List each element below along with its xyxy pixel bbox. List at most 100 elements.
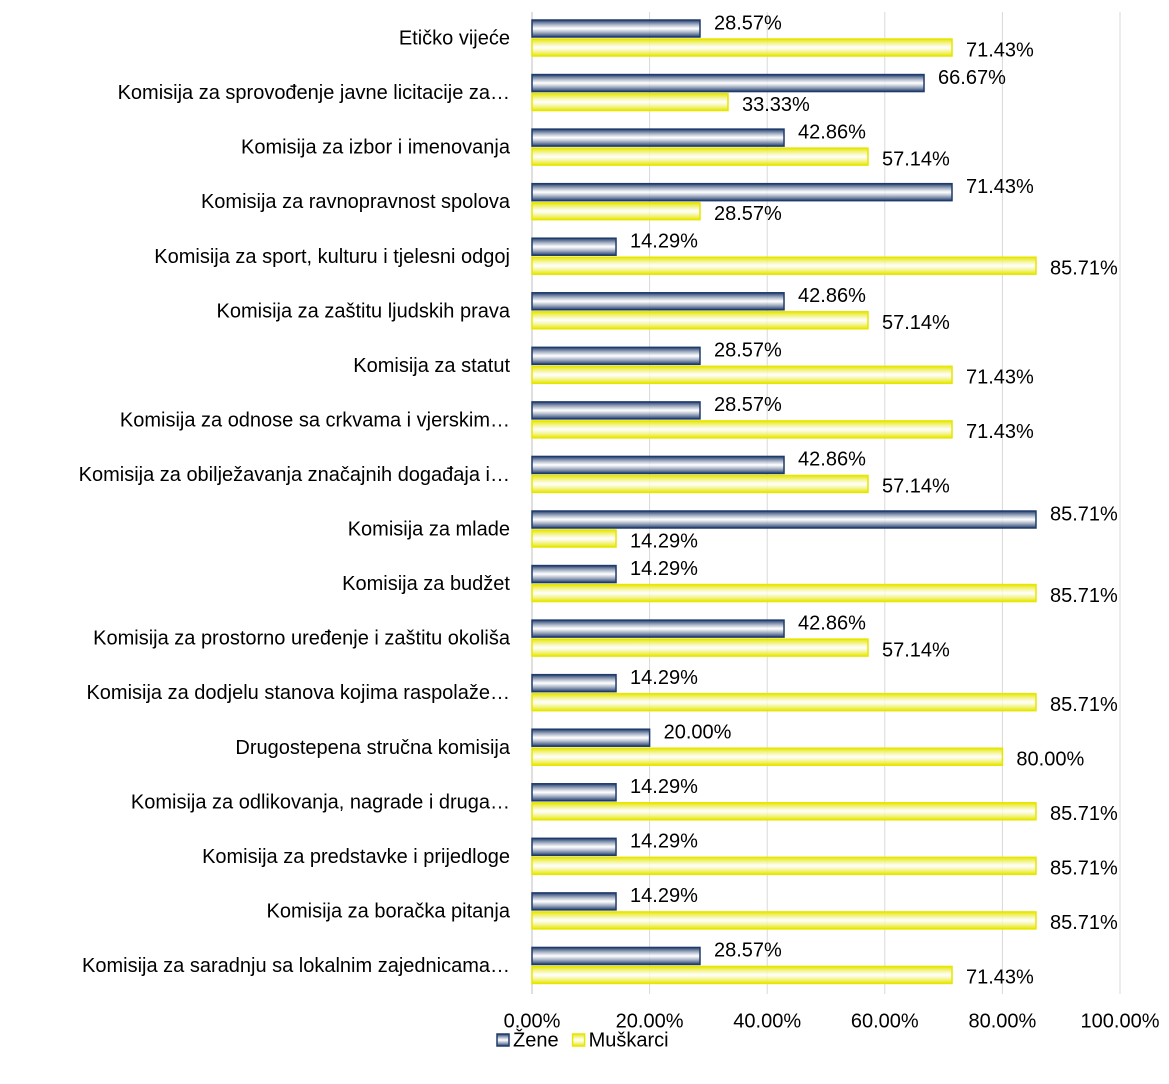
bar <box>531 73 925 93</box>
bar <box>531 783 617 802</box>
legend-swatch <box>571 1033 586 1047</box>
y-tick-label: Komisija za mlade <box>348 519 510 541</box>
bar <box>531 510 1037 529</box>
bar <box>531 911 1037 930</box>
value-label: 20.00% <box>664 722 732 744</box>
y-tick-label: Drugostepena stručna komisija <box>235 737 510 759</box>
value-label: 14.29% <box>630 530 698 552</box>
value-label: 85.71% <box>1050 858 1118 880</box>
y-tick-label: Komisija za sprovođenje javne licitacije… <box>118 82 510 104</box>
bar <box>531 837 617 857</box>
value-label: 85.71% <box>1050 258 1118 280</box>
bar <box>531 237 617 256</box>
value-label: 71.43% <box>966 367 1034 389</box>
bar <box>531 292 785 311</box>
value-label: 71.43% <box>966 39 1034 61</box>
value-label: 57.14% <box>882 312 950 334</box>
value-label: 14.29% <box>630 558 698 580</box>
y-tick-label: Komisija za dodjelu stanova kojima raspo… <box>86 682 510 704</box>
y-tick-label: Etičko vijeće <box>399 28 510 50</box>
bar <box>531 728 651 747</box>
value-label: 14.29% <box>630 776 698 798</box>
bar <box>531 856 1037 876</box>
y-tick-label: Komisija za statut <box>353 355 510 377</box>
bar <box>531 802 1037 821</box>
bar <box>531 19 701 38</box>
value-label: 71.43% <box>966 967 1034 989</box>
bar <box>531 946 701 966</box>
bar <box>531 201 701 221</box>
legend-swatch <box>496 1033 510 1047</box>
y-tick-label: Komisija za predstavke i prijedloge <box>202 846 510 868</box>
bar <box>531 455 785 475</box>
value-label: 14.29% <box>630 831 698 853</box>
value-label: 71.43% <box>966 176 1034 198</box>
value-label: 28.57% <box>714 940 782 962</box>
bar <box>531 182 953 202</box>
bar <box>531 256 1037 275</box>
legend-label: Muškarci <box>589 1029 669 1051</box>
y-tick-label: Komisija za sport, kulturu i tjelesni od… <box>154 246 510 268</box>
x-tick-label: 80.00% <box>968 1010 1036 1032</box>
value-label: 14.29% <box>630 885 698 907</box>
x-tick-label: 40.00% <box>733 1010 801 1032</box>
value-label: 57.14% <box>882 639 950 661</box>
x-tick-label: 100.00% <box>1081 1010 1160 1032</box>
value-label: 85.71% <box>1050 803 1118 825</box>
y-tick-label: Komisija za boračka pitanja <box>267 900 511 922</box>
bar <box>531 420 953 439</box>
value-label: 42.86% <box>798 121 866 143</box>
value-label: 80.00% <box>1016 749 1084 771</box>
y-tick-label: Komisija za izbor i imenovanja <box>241 137 511 159</box>
bar <box>531 311 869 330</box>
y-tick-label: Komisija za ravnopravnost spolova <box>201 191 511 213</box>
bar <box>531 92 729 112</box>
bar <box>531 965 953 985</box>
value-label: 33.33% <box>742 94 810 116</box>
value-label: 85.71% <box>1050 503 1118 525</box>
value-label: 66.67% <box>938 67 1006 89</box>
x-tick-label: 0.00% <box>504 1010 561 1032</box>
y-tick-label: Komisija za odlikovanja, nagrade i druga… <box>131 791 510 813</box>
bar <box>531 692 1037 712</box>
y-tick-label: Komisija za zaštitu ljudskih prava <box>217 300 511 322</box>
bar <box>531 564 617 584</box>
bar <box>531 638 869 657</box>
bar <box>531 892 617 911</box>
y-tick-label: Komisija za odnose sa crkvama i vjerskim… <box>120 409 510 431</box>
bar <box>531 619 785 638</box>
bar <box>531 147 869 166</box>
value-label: 57.14% <box>882 476 950 498</box>
value-label: 28.57% <box>714 394 782 416</box>
value-label: 14.29% <box>630 231 698 253</box>
value-label: 42.86% <box>798 612 866 634</box>
bar <box>531 401 701 420</box>
value-label: 57.14% <box>882 148 950 170</box>
y-tick-label: Komisija za budžet <box>342 573 510 595</box>
bar <box>531 529 617 548</box>
bar <box>531 583 1037 603</box>
bar <box>531 38 953 57</box>
value-label: 28.57% <box>714 203 782 225</box>
value-label: 85.71% <box>1050 912 1118 934</box>
value-label: 28.57% <box>714 340 782 362</box>
y-tick-label: Komisija za saradnju sa lokalnim zajedni… <box>82 955 510 977</box>
bar <box>531 128 785 147</box>
bar <box>531 474 869 494</box>
value-label: 85.71% <box>1050 694 1118 716</box>
bar <box>531 747 1004 766</box>
value-label: 71.43% <box>966 421 1034 443</box>
bar <box>531 673 617 693</box>
value-label: 42.86% <box>798 285 866 307</box>
value-label: 42.86% <box>798 449 866 471</box>
x-tick-label: 60.00% <box>851 1010 919 1032</box>
y-tick-label: Komisija za obilježavanja značajnih doga… <box>79 464 510 486</box>
value-label: 14.29% <box>630 667 698 689</box>
legend-label: Žene <box>513 1028 559 1051</box>
x-tick-label: 20.00% <box>616 1010 684 1032</box>
value-label: 85.71% <box>1050 585 1118 607</box>
value-label: 28.57% <box>714 12 782 34</box>
y-tick-label: Komisija za prostorno uređenje i zaštitu… <box>93 628 511 650</box>
bar <box>531 346 701 366</box>
